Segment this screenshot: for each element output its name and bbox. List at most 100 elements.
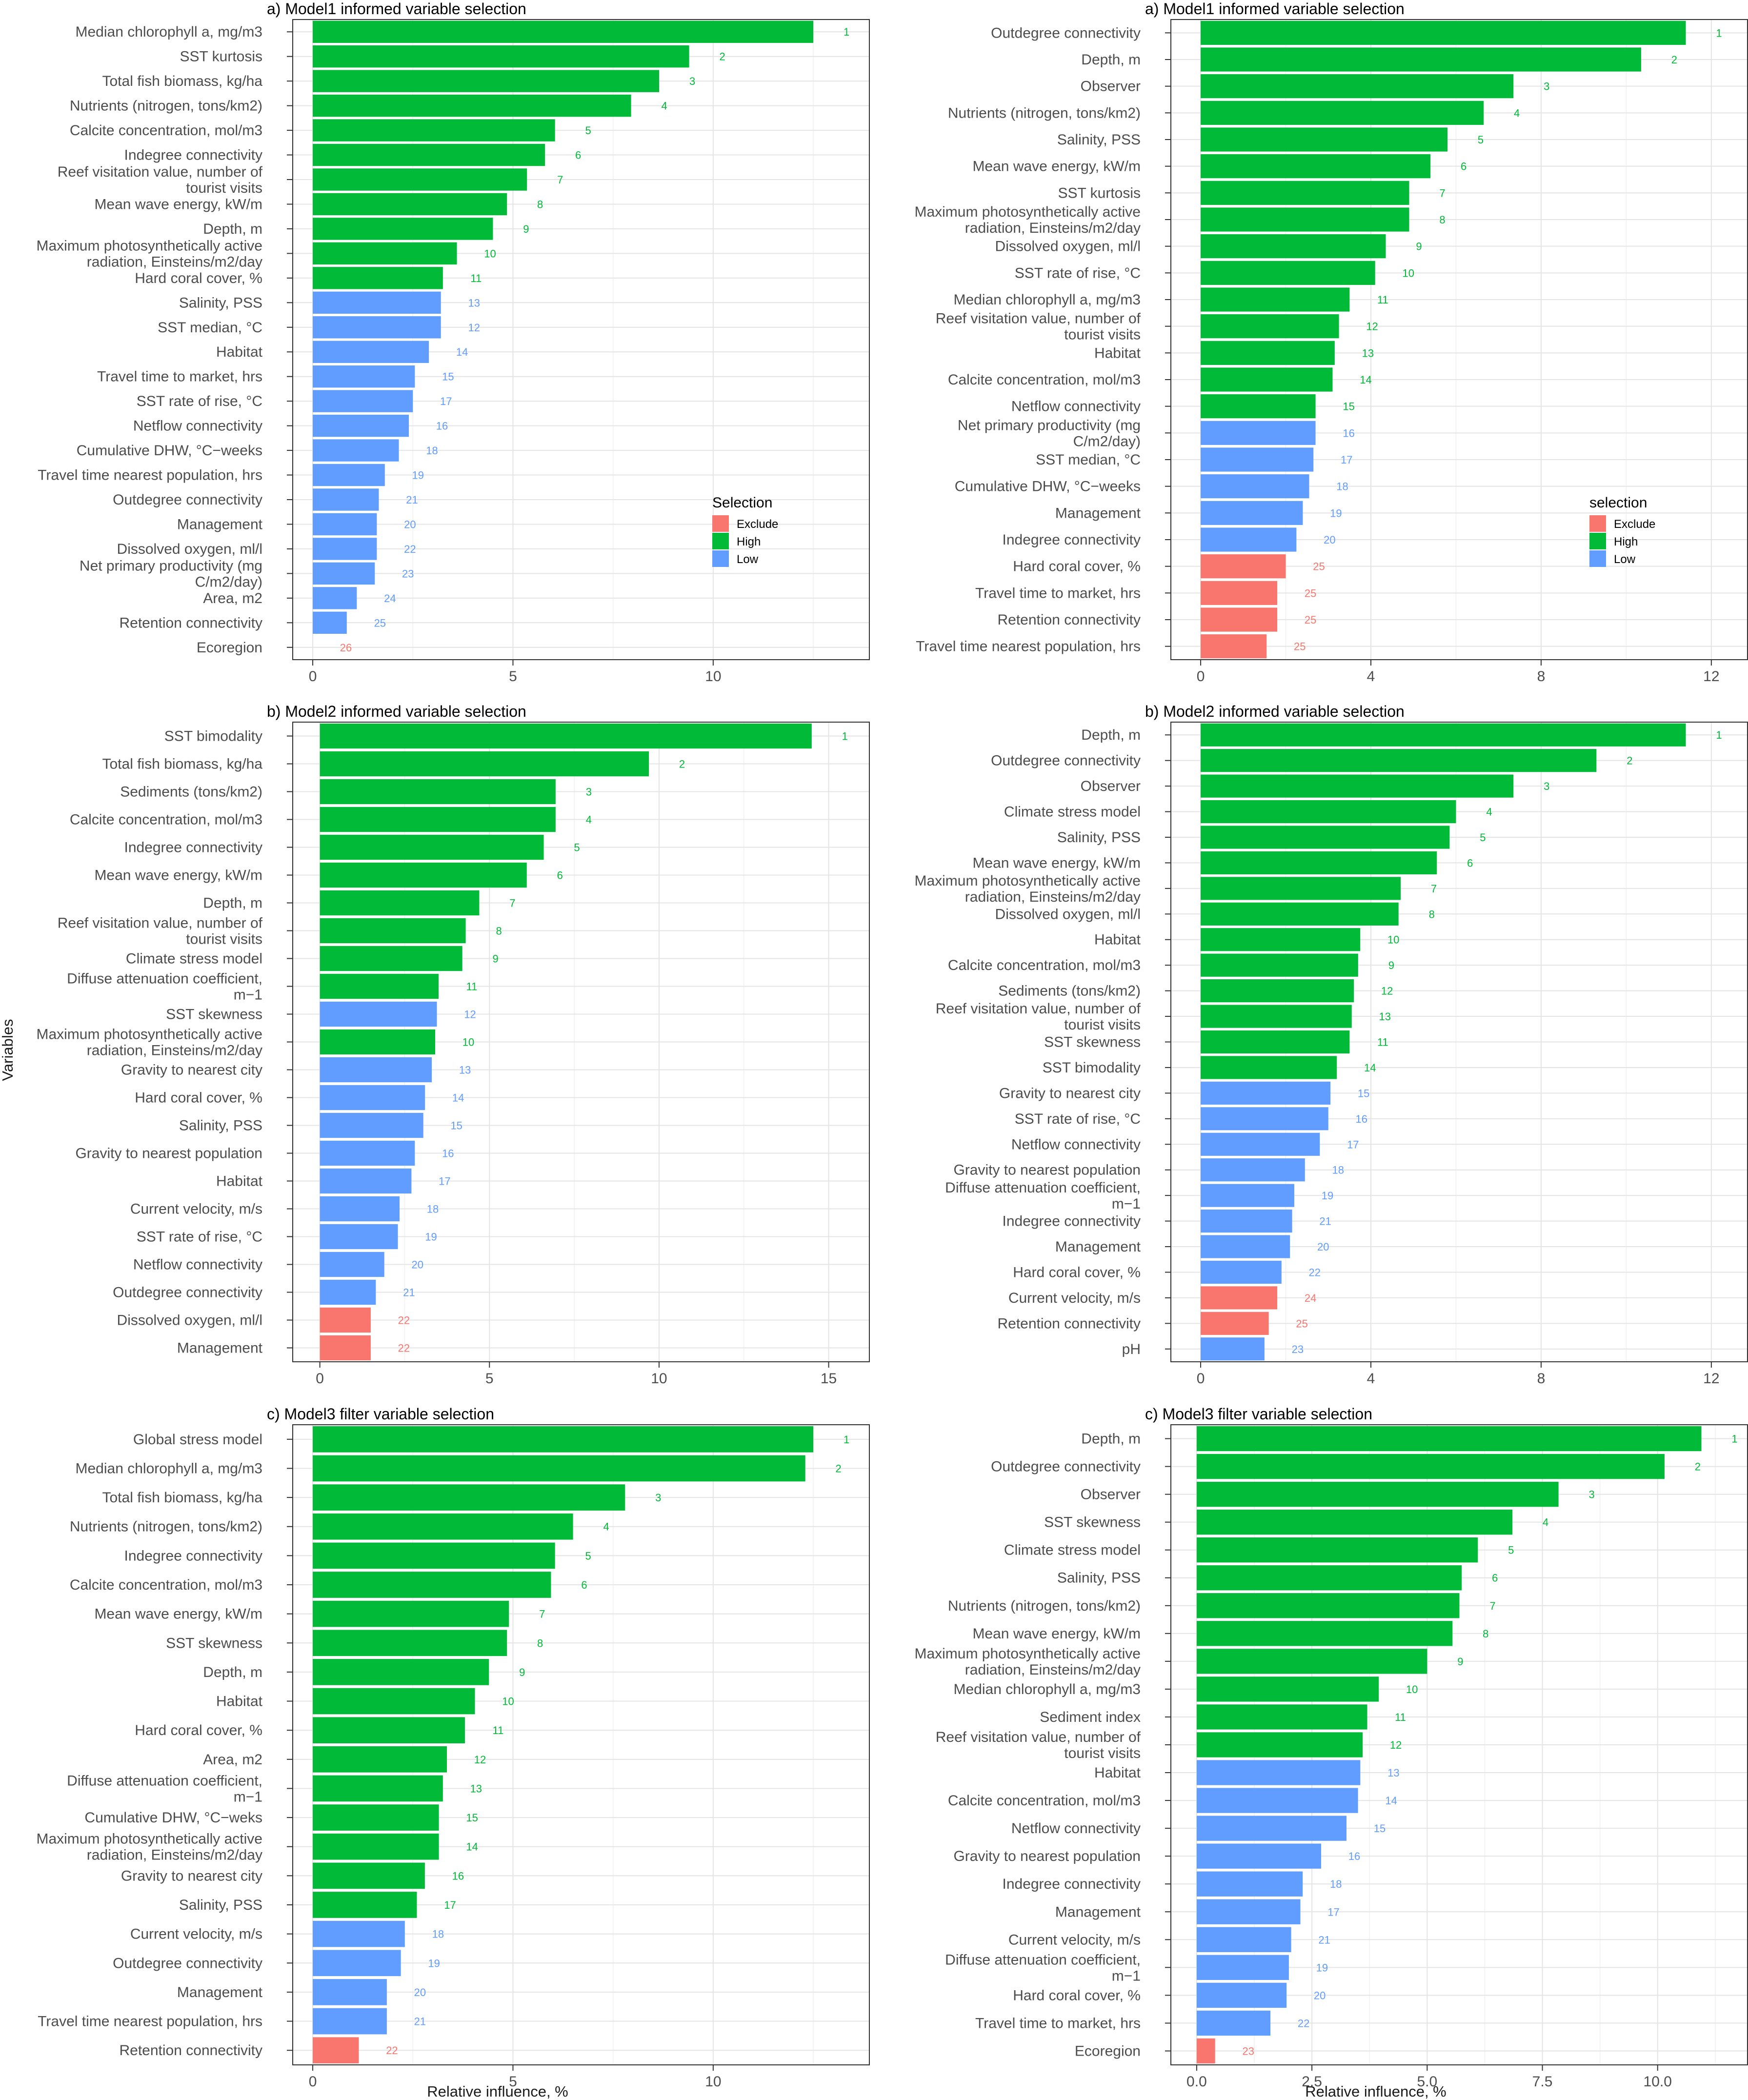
category-label: Depth, m	[1081, 727, 1141, 743]
bar-high	[1201, 74, 1514, 99]
chart-title: b) Model2 informed variable selection	[267, 703, 526, 720]
rank-label: 25	[1305, 614, 1316, 626]
x-tick-label: 0	[1197, 668, 1205, 685]
category-label-line: Net primary productivity (mg	[80, 558, 262, 574]
bar-exclude	[320, 1335, 371, 1361]
rank-label: 4	[1514, 107, 1520, 119]
x-tick-label: 4	[1367, 1371, 1375, 1387]
category-label: Climate stress model	[1004, 804, 1141, 820]
category-label: Habitat	[216, 1694, 263, 1710]
category-label-line: Net primary productivity (mg	[958, 417, 1141, 433]
rank-label: 6	[575, 149, 581, 162]
category-label: Netflow connectivity	[133, 1257, 262, 1273]
category-label-line: Maximum photosynthetically active	[36, 1831, 262, 1847]
rank-label: 1	[1716, 27, 1722, 39]
category-label: Indegree connectivity	[1002, 1876, 1141, 1892]
bar-high	[320, 834, 544, 860]
bar-exclude	[320, 1307, 371, 1333]
x-tick-label: 12	[1703, 668, 1719, 685]
rank-label: 9	[1388, 959, 1394, 971]
category-label: SST rate of rise, °C	[137, 393, 262, 409]
rank-label: 11	[1377, 294, 1388, 306]
rank-label: 14	[456, 346, 468, 358]
bar-high	[1196, 1704, 1367, 1730]
category-label: Maximum photosynthetically active radiati…	[36, 1831, 262, 1863]
bar-low	[1196, 2010, 1271, 2036]
rank-label: 10	[1406, 1683, 1418, 1696]
rank-label: 7	[509, 897, 515, 909]
rank-label: 1	[844, 1434, 849, 1446]
bar-high	[1201, 181, 1409, 205]
rank-label: 18	[427, 1203, 439, 1215]
rank-label: 21	[406, 494, 418, 506]
rank-label: 8	[1429, 908, 1435, 920]
bar-low	[313, 390, 413, 412]
rank-label: 7	[539, 1608, 545, 1620]
rank-label: 12	[1390, 1739, 1402, 1751]
rank-label: 8	[537, 1637, 543, 1649]
bar-low	[320, 1279, 376, 1305]
bar-low	[1201, 1184, 1294, 1207]
rank-label: 20	[414, 1986, 426, 1999]
rank-label: 22	[398, 1342, 410, 1354]
category-label: Travel time nearest population, hrs	[38, 467, 262, 484]
category-label: Reef visitation value, number of tourist …	[58, 915, 263, 948]
bar-low	[313, 1979, 387, 2005]
category-label: SST skewness	[166, 1007, 262, 1023]
category-label: Hard coral cover, %	[1013, 1987, 1141, 2003]
bar-exclude	[1196, 2038, 1215, 2064]
category-label: Calcite concentration, mol/m3	[70, 812, 262, 828]
bar-exclude	[1201, 1312, 1269, 1335]
category-label: Depth, m	[1081, 1431, 1141, 1447]
rank-label: 2	[1627, 755, 1632, 767]
category-label: Indegree connectivity	[124, 147, 262, 163]
rank-label: 13	[470, 1782, 482, 1795]
bar-high	[313, 1630, 507, 1656]
category-label: Reef visitation value, number of tourist …	[58, 164, 263, 196]
rank-label: 25	[1296, 1317, 1307, 1330]
category-label: Management	[1055, 505, 1141, 521]
x-tick-label: 4	[1367, 668, 1375, 685]
category-label-line: radiation, Einsteins/m2/day	[965, 1662, 1141, 1678]
category-label: Mean wave energy, kW/m	[972, 855, 1141, 871]
chart-panel-3: b) Model2 informed variable selection 1 SS…	[36, 703, 870, 1387]
bar-high	[313, 1426, 814, 1453]
x-axis-title-right: Relative influence, %	[1305, 2083, 1447, 2100]
category-label: Dissolved oxygen, ml/l	[117, 1312, 262, 1329]
category-label: Current velocity, m/s	[130, 1201, 262, 1217]
bar-high	[1201, 774, 1514, 798]
category-label: Travel time nearest population, hrs	[38, 2014, 262, 2030]
rank-label: 23	[1242, 2045, 1254, 2057]
x-tick-label: 8	[1537, 1371, 1546, 1387]
bar-high	[320, 890, 480, 916]
x-tick-label: 0	[309, 668, 317, 685]
category-label: Median chlorophyll a, mg/m3	[953, 1681, 1141, 1697]
rank-label: 25	[374, 617, 386, 629]
rank-label: 24	[1305, 1292, 1316, 1304]
bar-high	[1201, 723, 1686, 747]
rank-label: 18	[432, 1928, 444, 1940]
rank-label: 14	[452, 1092, 464, 1104]
bar-high	[1201, 928, 1361, 951]
rank-label: 4	[1486, 806, 1492, 818]
x-tick-label: 0	[316, 1371, 324, 1387]
plot-border	[292, 1424, 870, 2065]
category-label: Habitat	[1094, 345, 1141, 361]
bar-low	[1196, 1843, 1322, 1869]
category-label: Salinity, PSS	[179, 1897, 262, 1913]
legend-entry: Low	[737, 553, 759, 566]
bar-high	[320, 918, 466, 944]
category-label: SST median, °C	[158, 320, 262, 336]
x-tick-label: 0	[309, 2074, 317, 2090]
category-label: Gravity to nearest population	[953, 1848, 1141, 1864]
rank-label: 4	[586, 814, 592, 826]
bar-high	[1201, 877, 1401, 900]
rank-label: 17	[440, 395, 452, 407]
category-label: Total fish biomass, kg/ha	[102, 756, 263, 772]
x-tick-label: 5	[509, 668, 517, 685]
category-label: Dissolved oxygen, ml/l	[995, 906, 1141, 922]
category-label: Gravity to nearest city	[121, 1062, 262, 1078]
rank-label: 1	[1731, 1433, 1737, 1445]
bar-high	[1201, 1005, 1352, 1028]
category-label: Management	[177, 1984, 263, 2000]
